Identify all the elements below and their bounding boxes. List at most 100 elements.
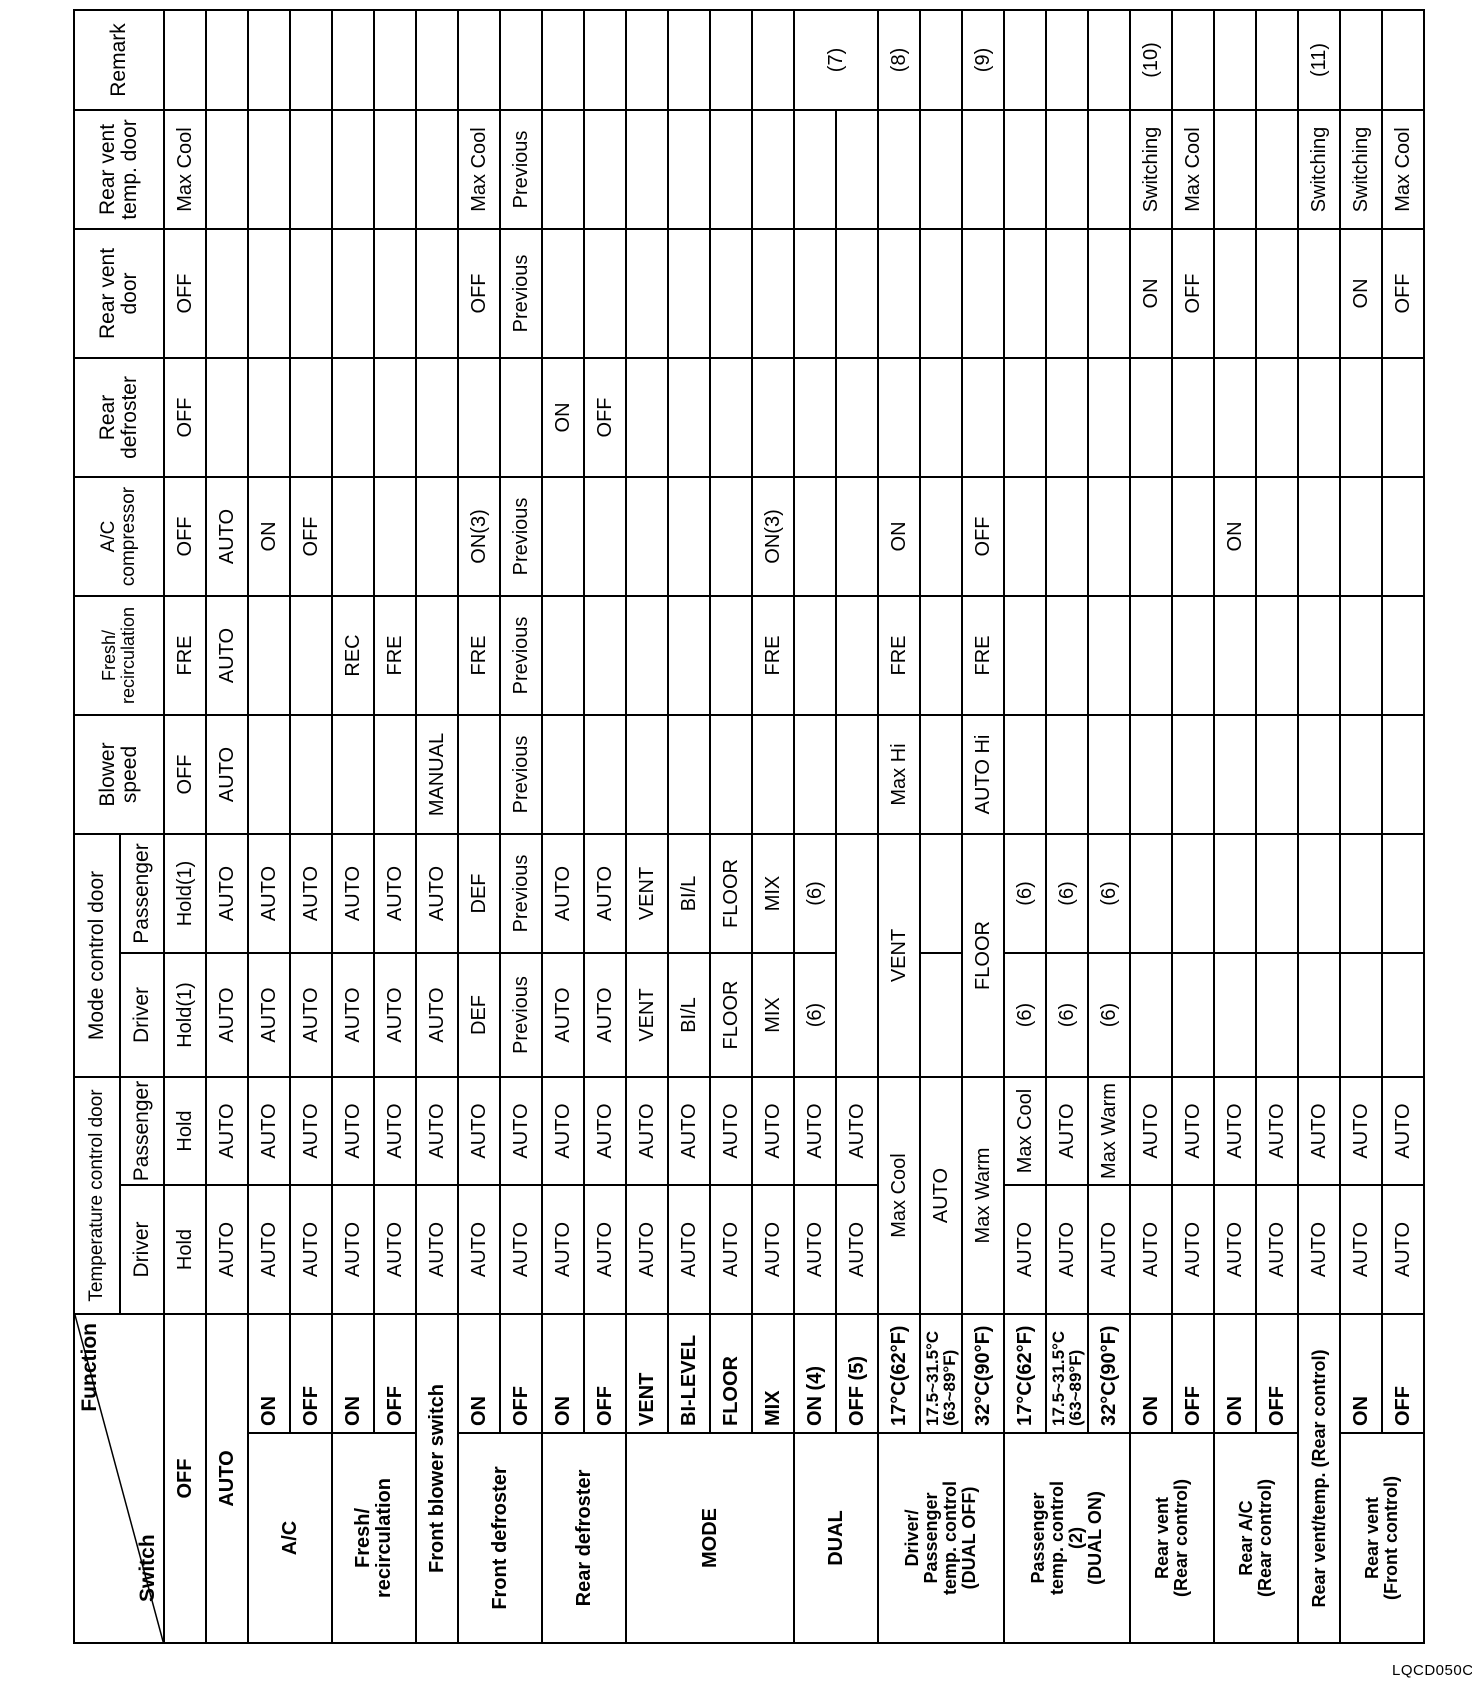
mode-driver-cell: (6) xyxy=(1004,953,1047,1077)
mode-door-header: Mode control door xyxy=(74,833,121,1077)
blower-speed-cell xyxy=(1088,714,1131,834)
mode-passenger-cell: AUTO xyxy=(374,833,417,953)
fresh-recirculation-cell xyxy=(920,595,963,715)
blower-speed-cell xyxy=(458,714,501,834)
table-row: Rear vent (Rear control) ON AUTO AUTO ON Swit… xyxy=(1130,9,1215,1643)
ac-compressor-cell xyxy=(710,476,753,596)
ac-compressor-cell: AUTO xyxy=(206,476,249,596)
switch-function-header: Function Switch xyxy=(74,1314,165,1643)
rear-vent-door-cell xyxy=(416,228,459,358)
switch-group-label: MODE xyxy=(626,1433,795,1643)
mode-driver-cell: AUTO xyxy=(248,953,291,1077)
ac-compressor-cell xyxy=(1130,476,1173,596)
switch-group-label: A/C xyxy=(248,1433,333,1643)
fresh-recirculation-cell xyxy=(1046,595,1089,715)
remark-cell xyxy=(1172,9,1215,110)
switch-group-label: DUAL xyxy=(794,1433,879,1643)
rear-vent-temp-door-cell xyxy=(248,109,291,229)
rear-defroster-cell xyxy=(332,357,375,477)
temp-passenger-cell: AUTO xyxy=(248,1077,291,1185)
temp-passenger-cell: AUTO xyxy=(1256,1077,1299,1185)
ac-compressor-cell xyxy=(1340,476,1383,596)
switch-position: ON xyxy=(458,1314,501,1433)
temp-driver-cell: AUTO xyxy=(458,1185,501,1314)
switch-position: ON xyxy=(1214,1314,1257,1433)
blower-speed-cell xyxy=(290,714,333,834)
mode-passenger-header: Passenger xyxy=(120,833,165,953)
fresh-recirculation-cell xyxy=(1172,595,1215,715)
mode-passenger-cell: Previous xyxy=(500,833,543,953)
fresh-recirculation-cell: AUTO xyxy=(206,595,249,715)
blower-speed-cell xyxy=(1130,714,1173,834)
switch-group-label: Rear vent (Rear control) xyxy=(1130,1433,1215,1643)
remark-cell xyxy=(374,9,417,110)
table-row: MODE VENT AUTO AUTO VENT VENT xyxy=(626,9,795,1643)
temp-driver-cell: AUTO xyxy=(416,1185,459,1314)
rear-vent-temp-door-cell xyxy=(290,109,333,229)
temp-door-header: Temperature control door xyxy=(74,1077,121,1314)
temp-driver-cell: AUTO xyxy=(710,1185,753,1314)
temp-driver-cell: AUTO xyxy=(1172,1185,1215,1314)
remark-header: Remark xyxy=(74,9,165,110)
blower-speed-cell xyxy=(584,714,627,834)
rear-defroster-cell xyxy=(290,357,333,477)
switch-group-label: Rear defroster xyxy=(542,1433,627,1643)
ac-compressor-cell xyxy=(794,476,837,596)
rear-vent-door-cell xyxy=(1256,228,1299,358)
blower-speed-cell xyxy=(1340,714,1383,834)
fresh-recirculation-cell: Previous xyxy=(500,595,543,715)
temp-passenger-cell: AUTO xyxy=(1172,1077,1215,1185)
rear-defroster-cell: OFF xyxy=(584,357,627,477)
rear-defroster-cell xyxy=(962,357,1005,477)
temp-driver-cell: AUTO xyxy=(1046,1185,1089,1314)
mode-driver-cell xyxy=(1214,953,1257,1077)
table-row: OFF AUTO AUTO AUTO AUTO OFF xyxy=(290,9,333,1643)
rear-vent-temp-door-cell xyxy=(1088,109,1131,229)
ac-compressor-cell xyxy=(836,476,879,596)
temp-driver-cell: AUTO xyxy=(668,1185,711,1314)
fresh-recirculation-cell: FRE xyxy=(878,595,921,715)
blower-speed-cell xyxy=(920,714,963,834)
mode-passenger-cell: AUTO xyxy=(248,833,291,953)
temp-passenger-cell: AUTO xyxy=(1340,1077,1383,1185)
mode-driver-cell: MIX xyxy=(752,953,795,1077)
blower-header: Blower speed xyxy=(74,714,165,834)
mode-driver-cell xyxy=(836,833,879,1077)
rear-vent-temp-door-cell xyxy=(1046,109,1089,229)
rear-defroster-cell xyxy=(1256,357,1299,477)
rear-defroster-cell xyxy=(836,357,879,477)
mode-driver-cell: VENT xyxy=(878,833,921,1077)
table-row: Fresh/ recirculation ON AUTO AUTO AUTO AUTO RE… xyxy=(332,9,417,1643)
mode-driver-cell xyxy=(1256,953,1299,1077)
remark-cell xyxy=(668,9,711,110)
table-row: Passenger temp. control (2) (DUAL ON) 17°… xyxy=(1004,9,1131,1643)
rear-vent-temp-door-cell xyxy=(878,109,921,229)
ac-compressor-cell xyxy=(332,476,375,596)
mode-passenger-cell xyxy=(920,833,963,953)
temp-passenger-cell: AUTO xyxy=(542,1077,585,1185)
temp-driver-cell: AUTO xyxy=(752,1185,795,1314)
blower-speed-cell xyxy=(248,714,291,834)
mode-driver-cell: FLOOR xyxy=(710,953,753,1077)
rear-vent-temp-door-cell xyxy=(1256,109,1299,229)
function-table: Function Switch Temperature control door… xyxy=(73,9,1425,1644)
rear-vent-door-cell: Previous xyxy=(500,228,543,358)
fresh-recirculation-cell: FRE xyxy=(962,595,1005,715)
rear-vent-temp-door-cell: Max Cool xyxy=(164,109,207,229)
switch-position: OFF xyxy=(1172,1314,1215,1433)
mode-passenger-cell: (6) xyxy=(794,833,837,953)
rear-defroster-cell xyxy=(458,357,501,477)
mode-driver-cell: AUTO xyxy=(542,953,585,1077)
fresh-recirculation-cell xyxy=(584,595,627,715)
rear-vent-door-cell: OFF xyxy=(164,228,207,358)
rear-vent-temp-door-cell xyxy=(542,109,585,229)
rear-defroster-cell xyxy=(878,357,921,477)
rotated-table-wrapper: Function Switch Temperature control door… xyxy=(73,9,1425,1644)
temp-passenger-cell: AUTO xyxy=(1046,1077,1089,1185)
mode-passenger-cell xyxy=(1172,833,1215,953)
rear-vent-temp-door-cell xyxy=(332,109,375,229)
mode-driver-cell: AUTO xyxy=(332,953,375,1077)
temp-passenger-cell: AUTO xyxy=(836,1077,879,1185)
mode-driver-cell: Previous xyxy=(500,953,543,1077)
rear-vent-door-cell xyxy=(1004,228,1047,358)
